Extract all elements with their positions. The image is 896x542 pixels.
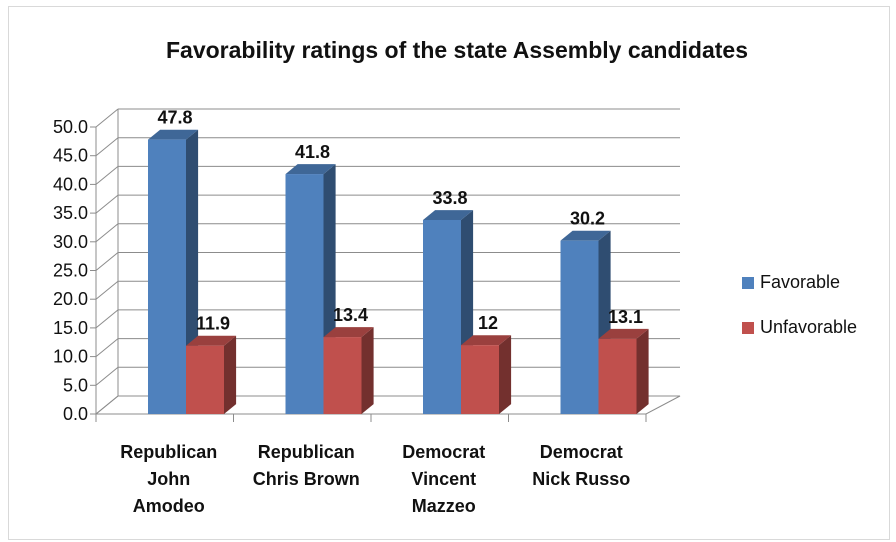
gridline-side — [95, 108, 119, 128]
chart-title: Favorability ratings of the state Assemb… — [166, 37, 748, 63]
gridline-side — [95, 137, 119, 157]
data-label: 12 — [478, 313, 498, 333]
axis-layer: 0.0 5.0 10.0 15.0 20.0 25.0 30.0 35.0 40.0 45.0 50… — [53, 109, 681, 516]
gridline-side — [95, 366, 119, 386]
data-label: 13.4 — [333, 305, 368, 325]
data-label: 11.9 — [196, 314, 230, 334]
data-label: 13.1 — [608, 307, 643, 327]
y-tick-label: 35.0 — [53, 203, 88, 223]
legend-label: Unfavorable — [760, 317, 857, 337]
y-tick-label: 0.0 — [63, 404, 88, 424]
gridline-side — [95, 194, 119, 214]
data-label: 47.8 — [157, 108, 192, 128]
x-category-label: Republican Chris Brown — [253, 442, 360, 489]
y-tick-label: 25.0 — [53, 261, 88, 281]
y-tick-label: 15.0 — [53, 318, 88, 338]
x-category-label: Democrat Nick Russo — [532, 442, 630, 489]
bar-unfavorable-1 — [323, 327, 374, 414]
y-tick-label: 10.0 — [53, 347, 88, 367]
x-category-label: Democrat Vincent Mazzeo — [402, 442, 485, 516]
gridline-side — [95, 223, 119, 243]
data-label: 30.2 — [570, 209, 605, 229]
bar-unfavorable-2 — [461, 335, 512, 414]
gridline-side — [95, 280, 119, 300]
legend: Favorable Unfavorable — [742, 272, 857, 337]
bar-unfavorable-3 — [598, 328, 649, 414]
gridline-side — [95, 252, 119, 271]
legend-swatch — [742, 277, 754, 289]
y-tick-label: 20.0 — [53, 289, 88, 309]
legend-label: Favorable — [760, 272, 840, 292]
y-tick-label: 5.0 — [63, 375, 88, 395]
data-label: 41.8 — [295, 142, 330, 162]
bar-layer — [148, 129, 649, 415]
legend-swatch — [742, 322, 754, 334]
x-category-label: Republican John Amodeo — [120, 442, 217, 516]
data-label: 33.8 — [432, 188, 467, 208]
bar-unfavorable-0 — [186, 335, 237, 414]
y-tick-label: 30.0 — [53, 232, 88, 252]
gridline-side — [95, 309, 119, 329]
gridline-side — [95, 338, 119, 357]
y-tick-label: 40.0 — [53, 174, 88, 194]
y-tick-label: 50.0 — [53, 117, 88, 137]
gridline-side — [95, 166, 119, 185]
y-tick-label: 45.0 — [53, 146, 88, 166]
label-layer: 47.8 11.9 41.8 13.4 33.8 12 30.2 13.1 — [157, 108, 643, 334]
